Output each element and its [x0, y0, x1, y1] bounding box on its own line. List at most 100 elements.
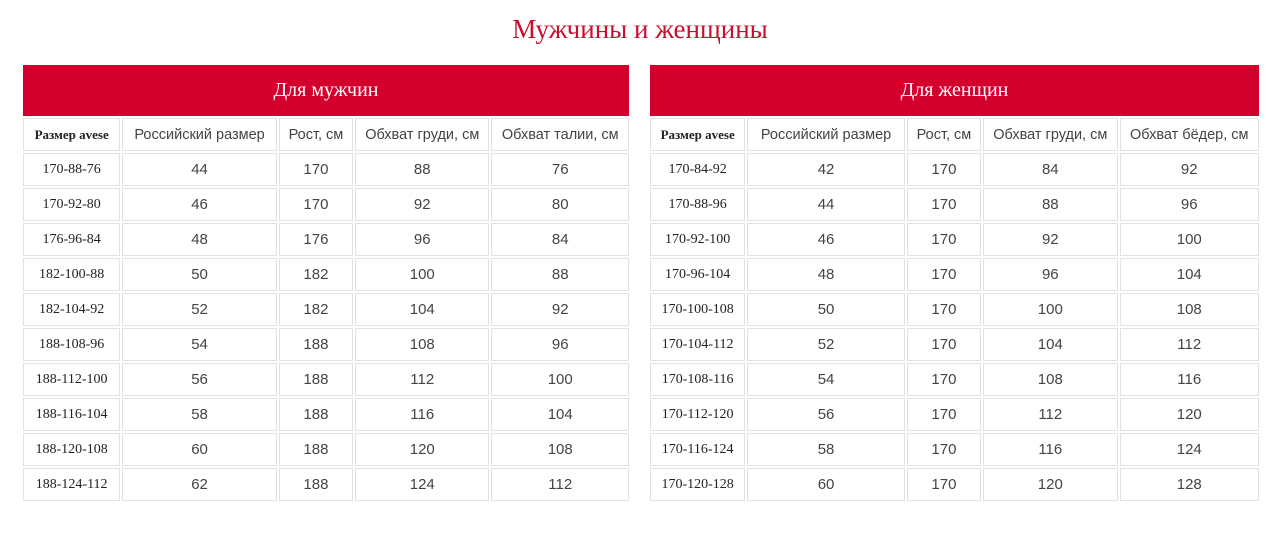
table-row: 170-88-76 44 170 88 76: [23, 153, 629, 186]
table-row: 170-108-116 54 170 108 116: [650, 363, 1259, 396]
column-header: Размер avese: [650, 118, 746, 151]
table-cell: 182-104-92: [23, 293, 121, 326]
table-cell: 88: [355, 153, 490, 186]
column-header: Обхват талии, см: [491, 118, 629, 151]
table-row: 188-124-112 62 188 124 112: [23, 468, 629, 501]
women-header-row: Размер avese Российский размер Рост, см Обх…: [650, 118, 1259, 151]
table-cell: 112: [491, 468, 629, 501]
column-header: Размер avese: [23, 118, 121, 151]
table-cell: 80: [491, 188, 629, 221]
table-cell: 100: [1119, 223, 1259, 256]
table-cell: 92: [1119, 153, 1259, 186]
table-cell: 170: [906, 188, 982, 221]
men-table-body: Размер avese Российский размер Рост, см Обх…: [23, 118, 629, 501]
table-cell: 170-104-112: [650, 328, 746, 361]
table-cell: 170: [906, 363, 982, 396]
table-cell: 170-116-124: [650, 433, 746, 466]
women-table-body: Размер avese Российский размер Рост, см Обх…: [650, 118, 1259, 501]
table-cell: 88: [491, 258, 629, 291]
table-row: 170-112-120 56 170 112 120: [650, 398, 1259, 431]
table-cell: 188-108-96: [23, 328, 121, 361]
table-cell: 96: [355, 223, 490, 256]
table-cell: 170-88-76: [23, 153, 121, 186]
table-cell: 182: [278, 293, 354, 326]
table-cell: 62: [122, 468, 277, 501]
table-cell: 50: [122, 258, 277, 291]
table-row: 176-96-84 48 176 96 84: [23, 223, 629, 256]
column-header: Рост, см: [278, 118, 354, 151]
table-cell: 54: [122, 328, 277, 361]
table-cell: 170: [278, 153, 354, 186]
table-row: 188-108-96 54 188 108 96: [23, 328, 629, 361]
table-row: 170-92-100 46 170 92 100: [650, 223, 1259, 256]
column-header: Рост, см: [906, 118, 982, 151]
column-header: Российский размер: [747, 118, 905, 151]
table-cell: 76: [491, 153, 629, 186]
table-cell: 170: [906, 328, 982, 361]
table-cell: 60: [747, 468, 905, 501]
table-cell: 170: [906, 153, 982, 186]
table-cell: 176: [278, 223, 354, 256]
table-cell: 188-120-108: [23, 433, 121, 466]
table-cell: 92: [491, 293, 629, 326]
table-row: 188-112-100 56 188 112 100: [23, 363, 629, 396]
table-cell: 120: [355, 433, 490, 466]
table-cell: 48: [122, 223, 277, 256]
table-cell: 120: [983, 468, 1118, 501]
table-cell: 56: [747, 398, 905, 431]
table-cell: 92: [355, 188, 490, 221]
table-cell: 170: [906, 223, 982, 256]
table-cell: 104: [1119, 258, 1259, 291]
women-size-table: Для женщин Размер avese Российский размер…: [648, 63, 1261, 503]
table-cell: 170: [906, 433, 982, 466]
table-cell: 108: [355, 328, 490, 361]
table-cell: 88: [983, 188, 1118, 221]
table-cell: 112: [355, 363, 490, 396]
table-cell: 170-108-116: [650, 363, 746, 396]
table-cell: 56: [122, 363, 277, 396]
table-cell: 58: [747, 433, 905, 466]
table-cell: 170: [906, 398, 982, 431]
table-cell: 188: [278, 433, 354, 466]
table-cell: 48: [747, 258, 905, 291]
table-cell: 104: [491, 398, 629, 431]
table-cell: 50: [747, 293, 905, 326]
table-row: 170-92-80 46 170 92 80: [23, 188, 629, 221]
table-cell: 100: [983, 293, 1118, 326]
table-cell: 188: [278, 398, 354, 431]
column-header: Обхват бёдер, см: [1119, 118, 1259, 151]
men-header-row: Размер avese Российский размер Рост, см Обх…: [23, 118, 629, 151]
table-cell: 176-96-84: [23, 223, 121, 256]
table-cell: 182-100-88: [23, 258, 121, 291]
table-cell: 96: [1119, 188, 1259, 221]
table-cell: 170: [906, 468, 982, 501]
table-cell: 46: [122, 188, 277, 221]
table-cell: 170: [278, 188, 354, 221]
table-cell: 58: [122, 398, 277, 431]
table-cell: 170-120-128: [650, 468, 746, 501]
table-row: 170-96-104 48 170 96 104: [650, 258, 1259, 291]
table-cell: 84: [983, 153, 1118, 186]
table-cell: 188-112-100: [23, 363, 121, 396]
table-cell: 170-92-80: [23, 188, 121, 221]
table-cell: 116: [355, 398, 490, 431]
men-size-table: Для мужчин Размер avese Российский размер…: [21, 63, 631, 503]
column-header: Обхват груди, см: [355, 118, 490, 151]
table-cell: 108: [491, 433, 629, 466]
table-cell: 120: [1119, 398, 1259, 431]
table-cell: 170-96-104: [650, 258, 746, 291]
table-row: 188-116-104 58 188 116 104: [23, 398, 629, 431]
table-cell: 96: [491, 328, 629, 361]
table-row: 170-100-108 50 170 100 108: [650, 293, 1259, 326]
table-cell: 104: [355, 293, 490, 326]
table-row: 182-100-88 50 182 100 88: [23, 258, 629, 291]
table-cell: 108: [983, 363, 1118, 396]
table-row: 170-88-96 44 170 88 96: [650, 188, 1259, 221]
table-cell: 54: [747, 363, 905, 396]
table-cell: 108: [1119, 293, 1259, 326]
table-cell: 46: [747, 223, 905, 256]
table-cell: 60: [122, 433, 277, 466]
table-cell: 188: [278, 328, 354, 361]
women-table-banner: Для женщин: [650, 65, 1259, 116]
table-cell: 170-88-96: [650, 188, 746, 221]
